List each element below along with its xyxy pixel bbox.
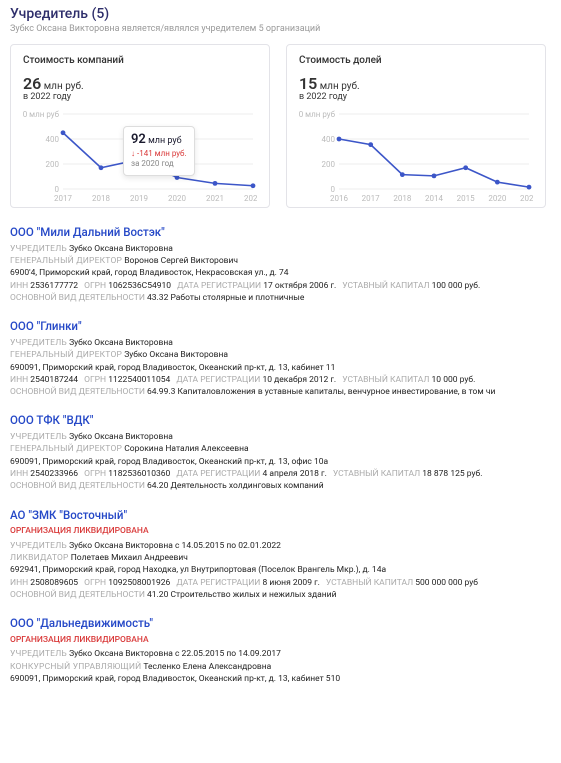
svg-text:600 млн руб: 600 млн руб xyxy=(23,110,60,119)
org-block: АО "ЗМК "Восточный"ОРГАНИЗАЦИЯ ЛИКВИДИРО… xyxy=(10,507,551,602)
card-value: 26 млн руб. xyxy=(23,74,257,93)
svg-text:200: 200 xyxy=(322,160,336,169)
org-director: КОНКУРСНЫЙ УПРАВЛЯЮЩИЙ Тесленко Елена Ал… xyxy=(10,661,551,673)
org-name[interactable]: ООО "Мили Дальний Востэк" xyxy=(10,224,551,241)
org-address: 690091, Приморский край, город Владивост… xyxy=(10,362,551,374)
card-year: в 2022 году xyxy=(23,92,257,102)
card-title: Стоимость долей xyxy=(299,55,533,66)
org-name[interactable]: ООО ТФК "ВДК" xyxy=(10,412,551,429)
org-meta: ИНН 2540233966ОГРН 1182536010360ДАТА РЕГ… xyxy=(10,468,551,480)
page-subtitle: Зубкс Оксана Викторовна является/являлся… xyxy=(10,24,551,34)
svg-text:2021: 2021 xyxy=(206,194,224,203)
orgs-list: ООО "Мили Дальний Востэк" УЧРЕДИТЕЛЬ Зубк… xyxy=(10,224,551,685)
svg-text:200: 200 xyxy=(46,160,60,169)
org-meta: ИНН 2540187244ОГРН 1122540011054ДАТА РЕГ… xyxy=(10,374,551,386)
org-name[interactable]: АО "ЗМК "Восточный" xyxy=(10,507,551,524)
svg-text:2015: 2015 xyxy=(457,194,475,203)
svg-text:2020: 2020 xyxy=(488,194,506,203)
svg-text:2018: 2018 xyxy=(393,194,411,203)
org-activity: ОСНОВНОЙ ВИД ДЕЯТЕЛЬНОСТИ 43.32 Работы с… xyxy=(10,292,551,304)
chart-tooltip: 92 млн руб ↓ -141 млн руб. за 2020 год xyxy=(123,126,195,176)
svg-text:400: 400 xyxy=(322,135,336,144)
svg-text:400: 400 xyxy=(46,135,60,144)
org-founder: УЧРЕДИТЕЛЬ Зубко Оксана Викторовна с 14.… xyxy=(10,540,551,552)
svg-text:2014: 2014 xyxy=(425,194,443,203)
org-director: ГЕНЕРАЛЬНЫЙ ДИРЕКТОР Воронов Сергей Викт… xyxy=(10,255,551,267)
org-founder: УЧРЕДИТЕЛЬ Зубко Оксана Викторовна xyxy=(10,337,551,349)
org-address: 690091, Приморский край, город Владивост… xyxy=(10,673,551,685)
org-name[interactable]: ООО "Дальнедвижимость" xyxy=(10,615,551,632)
org-address: 692941, Приморский край, город Находка, … xyxy=(10,564,551,576)
org-status: ОРГАНИЗАЦИЯ ЛИКВИДИРОВАНА xyxy=(10,634,551,646)
svg-text:2017: 2017 xyxy=(54,194,72,203)
org-director: ЛИКВИДАТОР Полетаев Михаил Андреевич xyxy=(10,552,551,564)
org-status: ОРГАНИЗАЦИЯ ЛИКВИДИРОВАНА xyxy=(10,525,551,537)
svg-text:2022: 2022 xyxy=(244,194,257,203)
companies-chart: 0 200 400 600 млн руб 2017 2018 2019 2020 2021 20… xyxy=(23,108,257,203)
svg-text:2017: 2017 xyxy=(362,194,380,203)
org-director: ГЕНЕРАЛЬНЫЙ ДИРЕКТОР Зубко Оксана Виктор… xyxy=(10,349,551,361)
org-block: ООО "Глинки" УЧРЕДИТЕЛЬ Зубко Оксана Викт… xyxy=(10,318,551,398)
org-address: 690091, Приморский край, город Владивост… xyxy=(10,456,551,468)
org-meta: ИНН 2536177772ОГРН 1062536C54910ДАТА РЕГ… xyxy=(10,280,551,292)
org-activity: ОСНОВНОЙ ВИД ДЕЯТЕЛЬНОСТИ 64.20 Деятельн… xyxy=(10,480,551,492)
org-block: ООО ТФК "ВДК" УЧРЕДИТЕЛЬ Зубко Оксана Вик… xyxy=(10,412,551,492)
card-year: в 2022 году xyxy=(299,92,533,102)
org-director: ГЕНЕРАЛЬНЫЙ ДИРЕКТОР Сорокина Наталия Ал… xyxy=(10,443,551,455)
org-founder: УЧРЕДИТЕЛЬ Зубко Оксана Викторовна xyxy=(10,431,551,443)
page-title: Учредитель (5) xyxy=(10,6,551,22)
card-value: 15 млн руб. xyxy=(299,74,533,93)
svg-text:0: 0 xyxy=(331,185,336,194)
companies-card: Стоимость компаний 26 млн руб. в 2022 го… xyxy=(10,44,270,208)
org-name[interactable]: ООО "Глинки" xyxy=(10,318,551,335)
org-meta: ИНН 2508089605ОГРН 1092508001926ДАТА РЕГ… xyxy=(10,577,551,589)
svg-text:2019: 2019 xyxy=(130,194,148,203)
shares-chart: 0 200 400 600 млн руб 2016 2017 2018 2014 2015 20… xyxy=(299,108,533,203)
card-title: Стоимость компаний xyxy=(23,55,257,66)
summary-cards: Стоимость компаний 26 млн руб. в 2022 го… xyxy=(10,44,551,208)
shares-card: Стоимость долей 15 млн руб. в 2022 году … xyxy=(286,44,546,208)
svg-text:2016: 2016 xyxy=(330,194,348,203)
org-activity: ОСНОВНОЙ ВИД ДЕЯТЕЛЬНОСТИ 41.20 Строител… xyxy=(10,589,551,601)
svg-text:2022: 2022 xyxy=(520,194,533,203)
org-activity: ОСНОВНОЙ ВИД ДЕЯТЕЛЬНОСТИ 64.99.3 Капита… xyxy=(10,386,551,398)
svg-text:2020: 2020 xyxy=(168,194,186,203)
svg-text:0: 0 xyxy=(55,185,60,194)
svg-text:600 млн руб: 600 млн руб xyxy=(299,110,336,119)
org-address: 6900'4, Приморский край, город Владивост… xyxy=(10,267,551,279)
org-block: ООО "Дальнедвижимость" ОРГАНИЗАЦИЯ ЛИКВИД… xyxy=(10,615,551,685)
org-founder: УЧРЕДИТЕЛЬ Зубко Оксана Викторовна с 22.… xyxy=(10,648,551,660)
svg-text:2018: 2018 xyxy=(92,194,110,203)
org-block: ООО "Мили Дальний Востэк" УЧРЕДИТЕЛЬ Зубк… xyxy=(10,224,551,304)
org-founder: УЧРЕДИТЕЛЬ Зубко Оксана Викторовна xyxy=(10,243,551,255)
